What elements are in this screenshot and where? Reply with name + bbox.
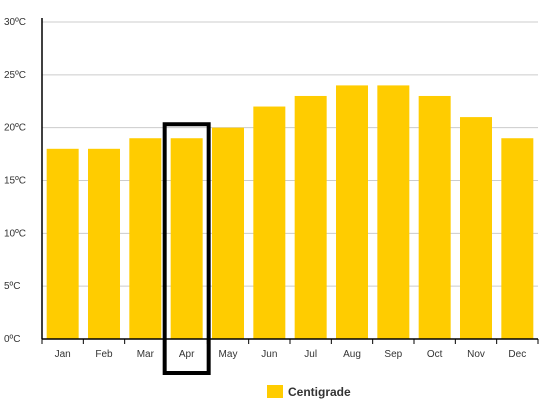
highlight-box [162, 122, 211, 375]
bar-aug [336, 85, 368, 340]
bar-feb [88, 148, 120, 339]
x-tick-labels: Jan Feb Mar Apr May Jun Jul Aug Sep Oct Nov Dec [55, 349, 527, 360]
bar-oct [418, 95, 451, 339]
x-tick-label-sep: Sep [384, 349, 402, 360]
axes [41, 18, 539, 344]
y-tick-label: 20ºC [4, 123, 26, 134]
y-tick-label: 15ºC [4, 176, 26, 187]
x-tick-label-jun: Jun [261, 349, 277, 360]
bar-apr [170, 138, 203, 339]
bar-may [212, 127, 244, 340]
x-tick-label-jan: Jan [55, 349, 71, 360]
x-tick-label-nov: Nov [467, 349, 485, 360]
x-tick-label-feb: Feb [95, 349, 113, 360]
legend: Centigrade [267, 385, 351, 399]
bars [46, 85, 534, 340]
highlight-box-apr [162, 122, 211, 375]
y-tick-label: 25ºC [4, 70, 26, 81]
bar-mar [129, 138, 162, 339]
x-tick-label-may: May [219, 349, 238, 360]
y-tick-labels: 0ºC 5ºC 10ºC 15ºC 20ºC 25ºC 30ºC [4, 17, 26, 345]
bar-nov [460, 117, 492, 339]
y-tick-label: 0ºC [4, 334, 20, 345]
legend-label-centigrade: Centigrade [288, 385, 351, 399]
y-tick-label: 10ºC [4, 228, 26, 239]
y-tick-label: 5ºC [4, 281, 20, 292]
x-tick-label-dec: Dec [508, 349, 526, 360]
x-tick-label-oct: Oct [427, 349, 443, 360]
x-tick-label-mar: Mar [137, 349, 155, 360]
bar-jul [294, 95, 327, 339]
x-tick-label-apr: Apr [179, 349, 195, 360]
bar-jan [46, 148, 79, 339]
y-tick-label: 30ºC [4, 17, 26, 28]
legend-swatch-centigrade [267, 385, 283, 398]
bar-sep [377, 85, 410, 340]
x-tick-label-aug: Aug [343, 349, 361, 360]
bar-dec [501, 138, 534, 339]
x-tick-label-jul: Jul [304, 349, 317, 360]
bar-jun [253, 106, 286, 340]
gridlines [42, 21, 538, 287]
